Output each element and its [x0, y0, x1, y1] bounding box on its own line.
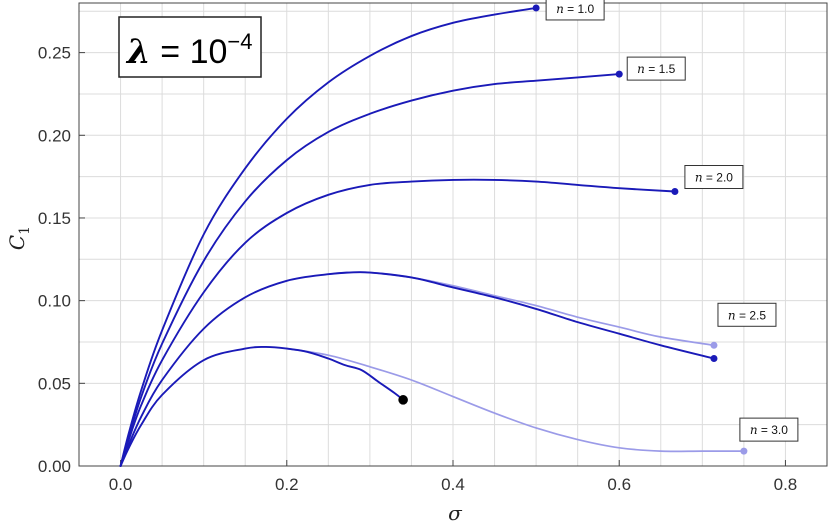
- callout-var: n: [637, 62, 645, 76]
- callout-box: [739, 417, 799, 442]
- y-tick-label: 0.10: [38, 292, 71, 311]
- callout-box: [626, 56, 686, 81]
- callout-label: n = 1.5: [637, 62, 675, 76]
- callout-2: n = 2.0: [684, 165, 744, 190]
- y-axis-title-group: C1: [5, 226, 33, 250]
- series-line-1: [119, 73, 621, 467]
- callout-5: n = 3.0: [739, 417, 799, 442]
- end-point-5: [740, 447, 748, 455]
- end-point-1: [615, 70, 623, 78]
- y-axis-title-sub: 1: [17, 226, 33, 235]
- series-line-4: [119, 271, 715, 467]
- chart-title: λ = 10−4: [125, 29, 253, 72]
- y-tick-label: 0.00: [38, 457, 71, 476]
- callout-label: n = 1.0: [556, 2, 594, 16]
- callout-var: n: [750, 423, 758, 437]
- series-line-0: [119, 7, 538, 467]
- title-exponent: −4: [227, 29, 252, 54]
- x-tick-label: 0.0: [109, 475, 133, 494]
- axes: 0.0 0.2 0.4 0.6 0.8 0.00 0.05 0.10 0.15 0.20 0.25: [38, 2, 828, 494]
- callout-label: n = 3.0: [750, 423, 788, 437]
- callout-label: n = 2.0: [695, 171, 733, 185]
- callout-box: [545, 0, 605, 21]
- callout-var: n: [556, 2, 564, 16]
- callout-0: n = 1.0: [545, 0, 605, 21]
- series-line-2: [119, 178, 676, 467]
- y-axis-title: C1: [5, 226, 33, 250]
- callout-3: n = 2.5: [717, 302, 777, 327]
- callout-1: n = 1.5: [626, 56, 686, 81]
- title-equals: = 10: [151, 33, 228, 71]
- end-point-2: [671, 188, 679, 196]
- x-tick-label: 0.2: [275, 475, 299, 494]
- callout-box: [684, 165, 744, 190]
- series-line-6: [119, 345, 405, 467]
- title-symbol: λ: [125, 32, 151, 72]
- callouts: n = 1.0n = 1.5n = 2.0n = 2.5n = 3.0: [545, 0, 799, 442]
- y-axis-title-base: C: [5, 235, 29, 250]
- x-tick-label: 0.8: [774, 475, 798, 494]
- y-tick-label: 0.05: [38, 374, 71, 393]
- y-tick-label: 0.15: [38, 209, 71, 228]
- y-tick-label: 0.25: [38, 44, 71, 63]
- x-tick-label: 0.6: [607, 475, 631, 494]
- callout-box: [717, 302, 777, 327]
- callout-label: n = 2.5: [728, 308, 766, 322]
- callout-value: = 2.5: [736, 308, 767, 322]
- chart-title-box: λ = 10−4: [118, 16, 262, 78]
- end-point-6: [398, 395, 408, 405]
- callout-value: = 1.5: [645, 62, 676, 76]
- callout-value: = 1.0: [564, 2, 595, 16]
- callout-value: = 2.0: [703, 171, 734, 185]
- x-tick-label: 0.4: [441, 475, 465, 494]
- end-point-4: [710, 355, 718, 363]
- x-axis-title: σ: [448, 501, 463, 525]
- series-group: [119, 7, 745, 467]
- series-line-3: [327, 271, 715, 347]
- callout-var: n: [695, 171, 703, 185]
- callout-value: = 3.0: [758, 423, 789, 437]
- end-points: [398, 4, 748, 455]
- series-line-5: [285, 347, 745, 453]
- end-point-3: [710, 341, 718, 349]
- end-point-0: [532, 4, 540, 12]
- callout-var: n: [728, 308, 736, 322]
- y-tick-label: 0.20: [38, 126, 71, 145]
